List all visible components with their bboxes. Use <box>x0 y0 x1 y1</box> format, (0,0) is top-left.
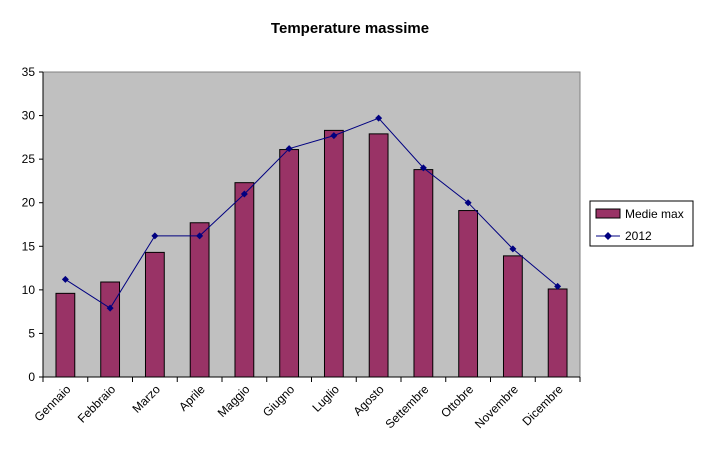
bar-dicembre <box>547 288 568 378</box>
x-tick-label: Settembre <box>382 382 431 431</box>
y-axis: 0 5 10 15 20 25 30 35 <box>22 65 44 384</box>
point-2012-luglio <box>330 132 338 140</box>
point-2012-ottobre <box>464 199 472 207</box>
x-tick-label: Gennaio <box>32 382 74 424</box>
x-tick-label: Novembre <box>472 382 521 431</box>
y-tick-label: 25 <box>22 152 36 166</box>
x-tick-label: Ottobre <box>438 382 476 420</box>
bar-luglio <box>323 129 344 378</box>
point-2012-giugno <box>285 145 293 153</box>
bar-maggio <box>234 182 255 378</box>
point-2012-dicembre <box>554 282 562 290</box>
x-tick-label: Maggio <box>215 382 253 420</box>
bar-marzo <box>144 251 165 378</box>
bar-agosto <box>368 133 389 378</box>
point-2012-aprile <box>196 232 204 240</box>
x-tick-label: Giugno <box>260 382 297 419</box>
y-tick-label: 20 <box>22 196 36 210</box>
plot-area <box>42 71 581 378</box>
y-tick-label: 15 <box>22 239 36 253</box>
line-2012 <box>65 117 558 309</box>
point-2012-marzo <box>151 232 159 240</box>
y-tick-label: 30 <box>22 109 36 123</box>
bar-febbraio <box>100 281 121 378</box>
x-tick-label: Luglio <box>309 382 342 415</box>
bar-aprile <box>189 222 210 378</box>
bar-novembre <box>502 255 523 378</box>
chart-title: Temperature massime <box>271 20 429 37</box>
x-tick-label: Agosto <box>350 382 387 419</box>
x-tick-label: Marzo <box>130 382 164 416</box>
y-tick-label: 0 <box>28 370 35 384</box>
x-axis: Gennaio Febbraio Marzo Aprile Maggio Giugno Lu… <box>32 376 581 431</box>
bar-gennaio <box>55 292 76 378</box>
point-2012-gennaio <box>61 275 69 283</box>
y-tick-label: 5 <box>28 326 35 340</box>
bars-group <box>55 129 568 378</box>
point-2012-febbraio <box>106 304 114 312</box>
bar-settembre <box>413 169 434 378</box>
x-tick-label: Dicembre <box>520 382 566 428</box>
bar-ottobre <box>458 210 479 378</box>
point-2012-novembre <box>509 245 517 253</box>
x-tick-label: Aprile <box>176 382 208 414</box>
y-tick-label: 10 <box>22 283 36 297</box>
legend-line-marker <box>604 232 612 240</box>
point-2012-agosto <box>375 114 383 122</box>
bar-giugno <box>279 149 300 378</box>
legend-label-line: 2012 <box>625 229 652 243</box>
line-series-group <box>61 114 562 312</box>
legend-label-bar: Medie max <box>625 207 684 221</box>
point-2012-settembre <box>419 164 427 172</box>
point-2012-maggio <box>240 190 248 198</box>
legend: Medie max 2012 <box>589 200 694 247</box>
legend-bar-swatch <box>595 208 621 219</box>
y-tick-label: 35 <box>22 65 36 79</box>
x-tick-label: Febbraio <box>75 382 119 426</box>
